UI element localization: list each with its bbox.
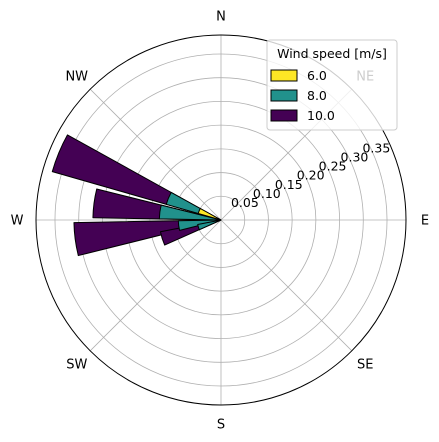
legend-swatch-8_0 xyxy=(270,89,298,102)
grid-spoke-nw xyxy=(89,88,222,221)
radial-tick-label: 0.10 xyxy=(253,186,281,201)
radial-tick-label: 0.15 xyxy=(275,177,303,192)
direction-label-s: S xyxy=(217,418,225,433)
direction-label-sw: SW xyxy=(66,358,87,373)
legend-title: Wind speed [m/s] xyxy=(277,46,387,61)
radial-ticks: 0.050.100.150.200.250.300.35 xyxy=(231,140,390,209)
bar-6_0-0 xyxy=(197,208,222,221)
bars xyxy=(51,134,222,257)
direction-label-nw: NW xyxy=(65,69,88,84)
grid-spoke-sw xyxy=(89,219,222,352)
legend-swatch-6_0 xyxy=(270,69,298,82)
legend-label-10_0: 10.0 xyxy=(307,108,335,123)
legend-label-8_0: 8.0 xyxy=(307,88,327,103)
bar-8_0-1 xyxy=(158,204,222,221)
polar-frame xyxy=(35,34,407,406)
radial-tick-label: 0.20 xyxy=(297,168,325,183)
radial-tick-label: 0.30 xyxy=(341,150,369,165)
radial-tick-label: 0.05 xyxy=(231,195,259,210)
radial-tick-label: 0.25 xyxy=(319,159,347,174)
grid-spoke-se xyxy=(220,219,353,352)
direction-label-n: N xyxy=(216,10,226,25)
direction-label-se: SE xyxy=(357,358,373,373)
legend-swatch-10_0 xyxy=(270,109,298,122)
legend-entries: 6.0 8.0 10.0 xyxy=(270,68,335,123)
bar-8_0-3 xyxy=(197,219,222,231)
legend-frame xyxy=(266,39,398,131)
direction-label-e: E xyxy=(421,214,429,229)
legend: Wind speed [m/s] 6.0 8.0 10.0 xyxy=(266,39,398,131)
direction-label-w: W xyxy=(11,214,24,229)
radial-tick-label: 0.35 xyxy=(362,140,390,155)
legend-label-6_0: 6.0 xyxy=(307,68,327,83)
